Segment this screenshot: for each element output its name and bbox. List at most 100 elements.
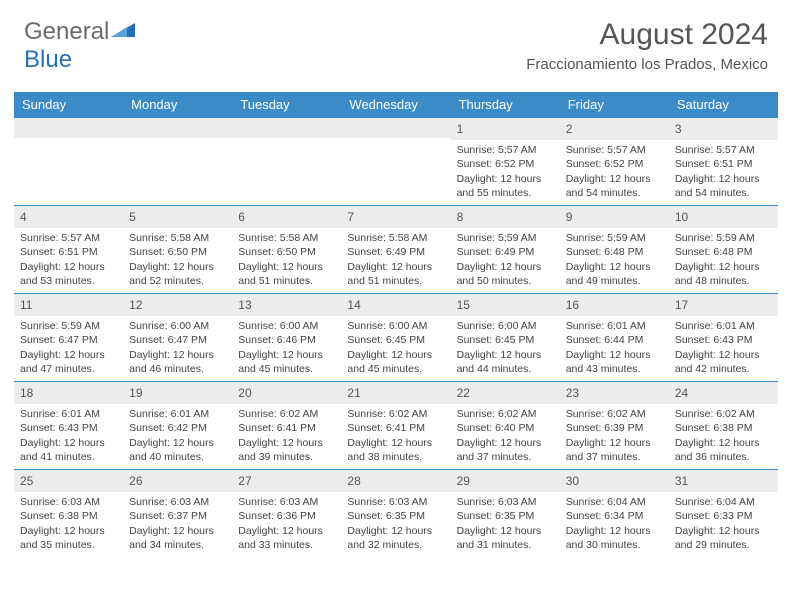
day-details: Sunrise: 6:02 AMSunset: 6:40 PMDaylight:… [451,404,560,467]
sunset-text: Sunset: 6:38 PM [675,421,772,435]
calendar-cell: 10Sunrise: 5:59 AMSunset: 6:48 PMDayligh… [669,206,778,294]
day-number: 14 [341,294,450,316]
sunrise-text: Sunrise: 6:00 AM [457,319,554,333]
daylight-text: Daylight: 12 hours and 34 minutes. [129,524,226,552]
day-number: 30 [560,470,669,492]
sunrise-text: Sunrise: 5:58 AM [238,231,335,245]
sunset-text: Sunset: 6:43 PM [675,333,772,347]
day-number: 7 [341,206,450,228]
sunset-text: Sunset: 6:41 PM [238,421,335,435]
sunset-text: Sunset: 6:49 PM [457,245,554,259]
sunset-text: Sunset: 6:50 PM [129,245,226,259]
day-number: 2 [560,118,669,140]
calendar-row: 11Sunrise: 5:59 AMSunset: 6:47 PMDayligh… [14,294,778,382]
day-details: Sunrise: 5:59 AMSunset: 6:47 PMDaylight:… [14,316,123,379]
calendar-cell: 28Sunrise: 6:03 AMSunset: 6:35 PMDayligh… [341,470,450,558]
day-number: 9 [560,206,669,228]
daylight-text: Daylight: 12 hours and 54 minutes. [566,172,663,200]
sunrise-text: Sunrise: 6:01 AM [20,407,117,421]
sunset-text: Sunset: 6:52 PM [566,157,663,171]
sunset-text: Sunset: 6:43 PM [20,421,117,435]
calendar-cell: 5 Sunrise: 5:58 AMSunset: 6:50 PMDaylight… [123,206,232,294]
day-number: 1 [451,118,560,140]
day-header: Thursday [451,92,560,118]
day-details: Sunrise: 6:01 AMSunset: 6:42 PMDaylight:… [123,404,232,467]
day-number: 31 [669,470,778,492]
day-details: Sunrise: 6:04 AMSunset: 6:33 PMDaylight:… [669,492,778,555]
daylight-text: Daylight: 12 hours and 44 minutes. [457,348,554,376]
sunset-text: Sunset: 6:46 PM [238,333,335,347]
logo-text: General Blue [24,18,137,74]
day-number: 25 [14,470,123,492]
calendar-cell: 22Sunrise: 6:02 AMSunset: 6:40 PMDayligh… [451,382,560,470]
sunset-text: Sunset: 6:40 PM [457,421,554,435]
daylight-text: Daylight: 12 hours and 52 minutes. [129,260,226,288]
day-details: Sunrise: 5:57 AMSunset: 6:52 PMDaylight:… [560,140,669,203]
sunrise-text: Sunrise: 6:00 AM [238,319,335,333]
calendar-row: 4Sunrise: 5:57 AMSunset: 6:51 PMDaylight… [14,206,778,294]
sunset-text: Sunset: 6:35 PM [457,509,554,523]
calendar-cell: 3Sunrise: 5:57 AMSunset: 6:51 PMDaylight… [669,118,778,206]
calendar-cell: 4 Sunrise: 5:57 AMSunset: 6:51 PMDaylight… [14,206,123,294]
day-number: 22 [451,382,560,404]
sunrise-text: Sunrise: 6:04 AM [566,495,663,509]
daylight-text: Daylight: 12 hours and 55 minutes. [457,172,554,200]
sunrise-text: Sunrise: 5:59 AM [20,319,117,333]
title-block: August 2024 Fraccionamiento los Prados, … [526,18,768,73]
calendar-cell [232,118,341,206]
sunrise-text: Sunrise: 6:03 AM [20,495,117,509]
day-number: 4 [14,206,123,228]
daylight-text: Daylight: 12 hours and 45 minutes. [238,348,335,376]
sunset-text: Sunset: 6:51 PM [675,157,772,171]
sunset-text: Sunset: 6:42 PM [129,421,226,435]
day-header: Tuesday [232,92,341,118]
sunset-text: Sunset: 6:50 PM [238,245,335,259]
day-details: Sunrise: 6:03 AMSunset: 6:35 PMDaylight:… [451,492,560,555]
calendar-cell: 19Sunrise: 6:01 AMSunset: 6:42 PMDayligh… [123,382,232,470]
sunrise-text: Sunrise: 5:57 AM [20,231,117,245]
day-header: Monday [123,92,232,118]
day-number [232,118,341,138]
day-details: Sunrise: 6:01 AMSunset: 6:43 PMDaylight:… [669,316,778,379]
day-number: 23 [560,382,669,404]
day-number: 18 [14,382,123,404]
daylight-text: Daylight: 12 hours and 53 minutes. [20,260,117,288]
sunrise-text: Sunrise: 6:02 AM [347,407,444,421]
logo-triangle-icon [109,19,137,39]
sunset-text: Sunset: 6:38 PM [20,509,117,523]
sunrise-text: Sunrise: 5:57 AM [457,143,554,157]
day-details: Sunrise: 5:57 AMSunset: 6:52 PMDaylight:… [451,140,560,203]
sunrise-text: Sunrise: 6:02 AM [566,407,663,421]
daylight-text: Daylight: 12 hours and 33 minutes. [238,524,335,552]
calendar-cell: 2Sunrise: 5:57 AMSunset: 6:52 PMDaylight… [560,118,669,206]
sunset-text: Sunset: 6:48 PM [675,245,772,259]
sunrise-text: Sunrise: 6:03 AM [347,495,444,509]
sunset-text: Sunset: 6:51 PM [20,245,117,259]
calendar-cell: 11Sunrise: 5:59 AMSunset: 6:47 PMDayligh… [14,294,123,382]
calendar-cell: 23Sunrise: 6:02 AMSunset: 6:39 PMDayligh… [560,382,669,470]
calendar-cell: 20Sunrise: 6:02 AMSunset: 6:41 PMDayligh… [232,382,341,470]
calendar-row: 18 Sunrise: 6:01 AMSunset: 6:43 PMDayligh… [14,382,778,470]
sunrise-text: Sunrise: 6:02 AM [457,407,554,421]
sunset-text: Sunset: 6:34 PM [566,509,663,523]
day-number: 17 [669,294,778,316]
sunset-text: Sunset: 6:48 PM [566,245,663,259]
day-details: Sunrise: 5:59 AMSunset: 6:48 PMDaylight:… [560,228,669,291]
day-number: 5 [123,206,232,228]
location-text: Fraccionamiento los Prados, Mexico [526,56,768,73]
calendar-cell [341,118,450,206]
daylight-text: Daylight: 12 hours and 42 minutes. [675,348,772,376]
day-number: 27 [232,470,341,492]
calendar-cell: 16Sunrise: 6:01 AMSunset: 6:44 PMDayligh… [560,294,669,382]
daylight-text: Daylight: 12 hours and 41 minutes. [20,436,117,464]
sunrise-text: Sunrise: 6:02 AM [675,407,772,421]
day-details: Sunrise: 6:00 AMSunset: 6:46 PMDaylight:… [232,316,341,379]
day-details: Sunrise: 5:59 AMSunset: 6:49 PMDaylight:… [451,228,560,291]
calendar-cell: 26Sunrise: 6:03 AMSunset: 6:37 PMDayligh… [123,470,232,558]
day-details: Sunrise: 6:04 AMSunset: 6:34 PMDaylight:… [560,492,669,555]
sunset-text: Sunset: 6:45 PM [347,333,444,347]
sunrise-text: Sunrise: 6:01 AM [566,319,663,333]
day-details: Sunrise: 6:03 AMSunset: 6:38 PMDaylight:… [14,492,123,555]
sunrise-text: Sunrise: 5:58 AM [129,231,226,245]
daylight-text: Daylight: 12 hours and 32 minutes. [347,524,444,552]
